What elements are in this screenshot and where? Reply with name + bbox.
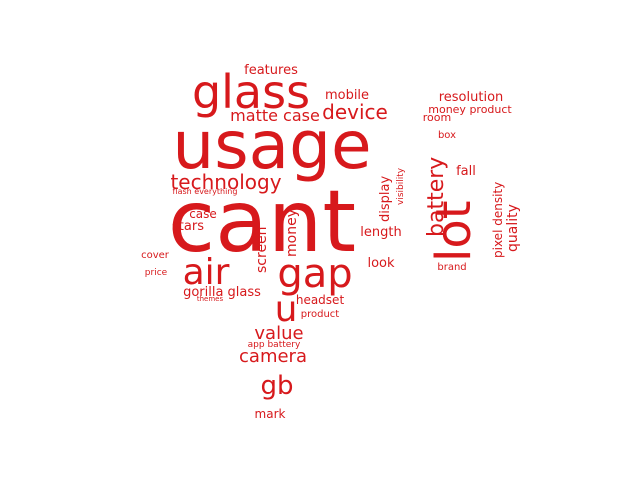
word-value: value	[254, 323, 303, 344]
word-u: u	[275, 289, 298, 330]
word-cover: cover	[141, 250, 170, 261]
word-cant: cant	[168, 172, 356, 272]
word-device: device	[322, 100, 388, 124]
word-fall: fall	[456, 164, 476, 179]
word-glass: glass	[192, 65, 310, 119]
word-stars: stars	[172, 219, 204, 234]
word-pixel-density: pixel density	[491, 182, 505, 258]
word-themes: themes	[197, 295, 224, 303]
word-quality: quality	[505, 204, 521, 252]
word-money: money	[284, 209, 300, 257]
word-look: look	[367, 256, 395, 271]
word-screen: screen	[254, 226, 270, 273]
word-air: air	[183, 252, 230, 293]
word-case: case	[189, 207, 217, 221]
word-gorilla-glass: gorilla glass	[183, 285, 261, 300]
word-flash-everything: flash everything	[173, 187, 238, 196]
word-gap: gap	[277, 251, 352, 297]
word-app-battery: app battery	[248, 340, 301, 350]
word-technology: technology	[170, 170, 281, 194]
word-display: display	[378, 176, 393, 222]
word-visibility: visibility	[396, 167, 406, 205]
word-headset: headset	[296, 293, 345, 307]
word-usage: usage	[172, 107, 371, 184]
word-resolution: resolution	[439, 90, 504, 105]
word-length: length	[360, 225, 401, 240]
word-box: box	[438, 130, 456, 141]
word-camera: camera	[239, 346, 307, 367]
word-battery: battery	[424, 157, 449, 237]
word-product: product	[301, 309, 340, 320]
word-mark: mark	[255, 407, 286, 421]
word-money-product: money product	[428, 103, 512, 116]
word-features: features	[244, 63, 298, 78]
word-matte-case: matte case	[230, 106, 320, 125]
word-brand: brand	[437, 262, 466, 273]
word-price: price	[145, 268, 168, 278]
word-room: room	[423, 111, 451, 124]
word-mobile: mobile	[325, 88, 369, 103]
word-lot: lot	[426, 200, 482, 262]
word-gb: gb	[260, 371, 293, 401]
